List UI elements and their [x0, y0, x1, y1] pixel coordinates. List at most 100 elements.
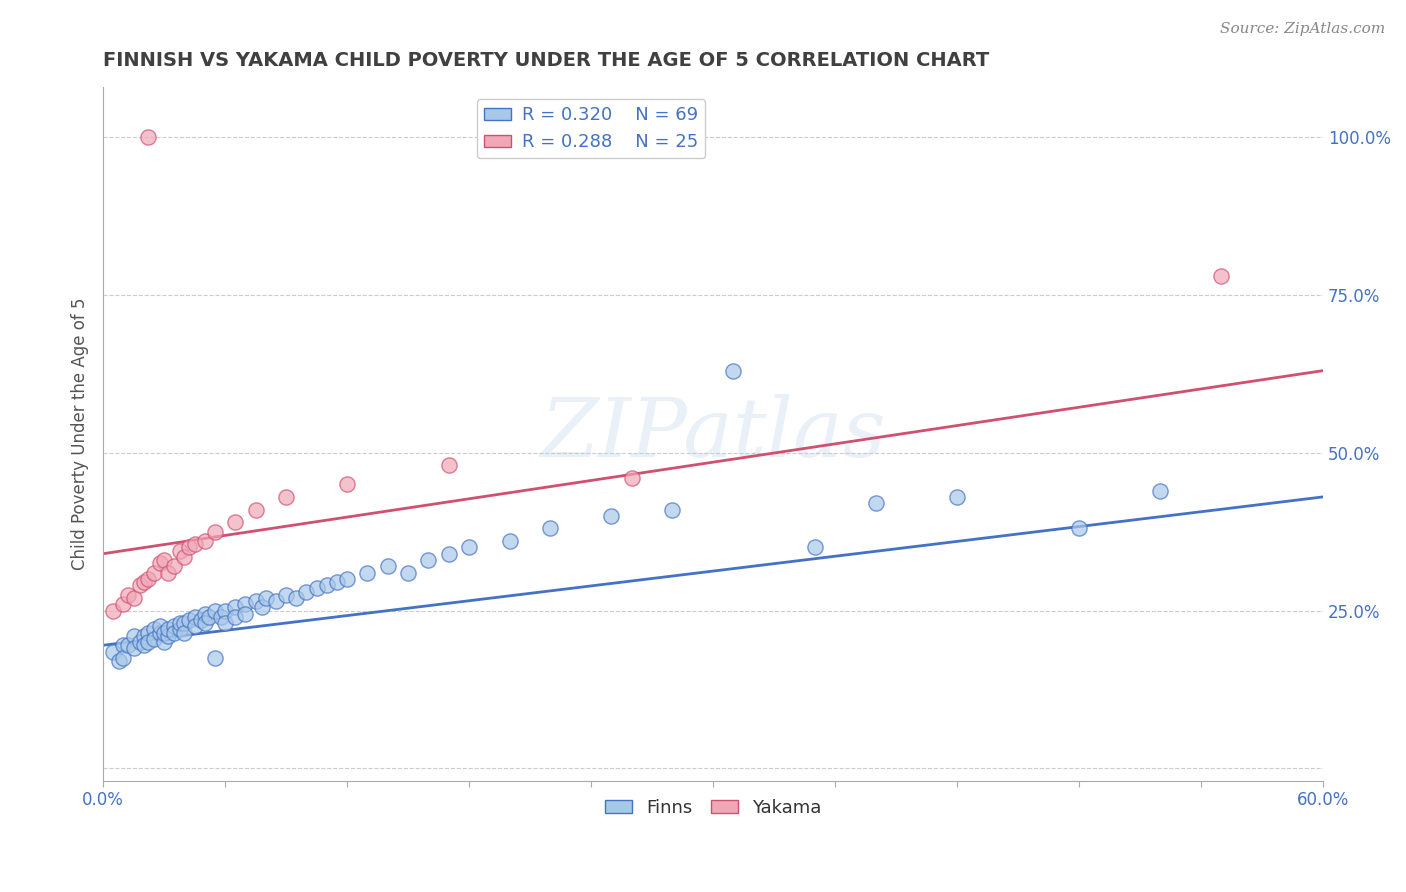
Point	[163, 559, 186, 574]
Point	[264, 594, 287, 608]
Point	[183, 619, 205, 633]
Point	[132, 575, 155, 590]
Point	[254, 591, 277, 605]
Point	[305, 582, 328, 596]
Point	[499, 534, 522, 549]
Point	[157, 629, 180, 643]
Legend: Finns, Yakama: Finns, Yakama	[598, 791, 828, 824]
Point	[108, 654, 131, 668]
Point	[194, 616, 217, 631]
Point	[540, 521, 562, 535]
Point	[336, 572, 359, 586]
Point	[620, 471, 643, 485]
Point	[122, 641, 145, 656]
Point	[204, 651, 226, 665]
Point	[276, 588, 298, 602]
Point	[214, 603, 236, 617]
Point	[224, 515, 246, 529]
Point	[396, 566, 419, 580]
Text: FINNISH VS YAKAMA CHILD POVERTY UNDER THE AGE OF 5 CORRELATION CHART: FINNISH VS YAKAMA CHILD POVERTY UNDER TH…	[103, 51, 990, 70]
Point	[315, 578, 337, 592]
Point	[169, 623, 191, 637]
Point	[117, 588, 139, 602]
Point	[285, 591, 308, 605]
Point	[153, 553, 176, 567]
Point	[209, 610, 232, 624]
Point	[173, 616, 195, 631]
Point	[194, 534, 217, 549]
Text: ZIPatlas: ZIPatlas	[540, 393, 886, 474]
Point	[250, 600, 273, 615]
Point	[418, 553, 440, 567]
Point	[149, 625, 172, 640]
Point	[136, 625, 159, 640]
Point	[183, 537, 205, 551]
Point	[153, 635, 176, 649]
Point	[177, 541, 200, 555]
Point	[235, 597, 257, 611]
Point	[204, 524, 226, 539]
Point	[173, 625, 195, 640]
Text: Source: ZipAtlas.com: Source: ZipAtlas.com	[1219, 22, 1385, 37]
Point	[128, 635, 150, 649]
Point	[190, 613, 212, 627]
Point	[458, 541, 481, 555]
Point	[336, 477, 359, 491]
Point	[157, 623, 180, 637]
Point	[183, 610, 205, 624]
Point	[356, 566, 378, 580]
Point	[276, 490, 298, 504]
Point	[204, 603, 226, 617]
Point	[661, 502, 683, 516]
Point	[437, 458, 460, 473]
Point	[245, 502, 267, 516]
Point	[157, 566, 180, 580]
Point	[173, 549, 195, 564]
Point	[437, 547, 460, 561]
Point	[169, 616, 191, 631]
Point	[1211, 268, 1233, 283]
Point	[163, 625, 186, 640]
Point	[136, 130, 159, 145]
Point	[103, 644, 125, 658]
Point	[224, 610, 246, 624]
Point	[326, 575, 349, 590]
Point	[1069, 521, 1091, 535]
Point	[723, 363, 745, 377]
Point	[143, 566, 166, 580]
Point	[103, 603, 125, 617]
Point	[946, 490, 969, 504]
Point	[136, 635, 159, 649]
Point	[865, 496, 887, 510]
Point	[224, 600, 246, 615]
Point	[132, 638, 155, 652]
Point	[112, 597, 135, 611]
Point	[153, 625, 176, 640]
Point	[128, 578, 150, 592]
Point	[143, 632, 166, 646]
Point	[149, 619, 172, 633]
Point	[149, 556, 172, 570]
Point	[235, 607, 257, 621]
Y-axis label: Child Poverty Under the Age of 5: Child Poverty Under the Age of 5	[72, 298, 89, 570]
Point	[163, 619, 186, 633]
Point	[143, 623, 166, 637]
Point	[117, 638, 139, 652]
Point	[804, 541, 827, 555]
Point	[198, 610, 221, 624]
Point	[136, 572, 159, 586]
Point	[600, 508, 623, 523]
Point	[245, 594, 267, 608]
Point	[1149, 483, 1171, 498]
Point	[122, 629, 145, 643]
Point	[295, 584, 318, 599]
Point	[169, 543, 191, 558]
Point	[122, 591, 145, 605]
Point	[214, 616, 236, 631]
Point	[177, 613, 200, 627]
Point	[377, 559, 399, 574]
Point	[112, 638, 135, 652]
Point	[112, 651, 135, 665]
Point	[132, 629, 155, 643]
Point	[194, 607, 217, 621]
